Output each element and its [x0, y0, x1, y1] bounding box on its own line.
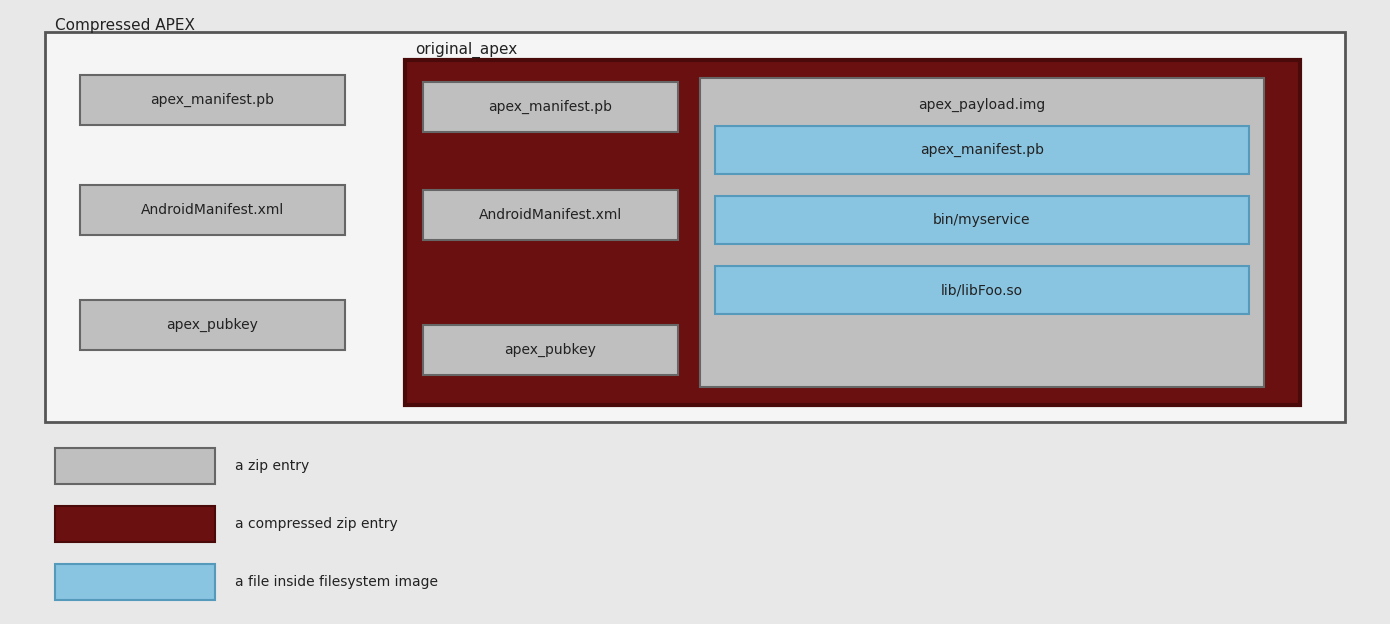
Bar [423, 325, 678, 375]
Text: AndroidManifest.xml: AndroidManifest.xml [480, 208, 623, 222]
Bar [423, 190, 678, 240]
Text: a zip entry: a zip entry [235, 459, 309, 473]
Bar [714, 266, 1250, 314]
Text: Compressed APEX: Compressed APEX [56, 18, 195, 33]
Bar [56, 564, 215, 600]
Bar [81, 75, 345, 125]
Text: apex_manifest.pb: apex_manifest.pb [488, 100, 613, 114]
Bar [714, 196, 1250, 244]
Bar [81, 185, 345, 235]
Text: apex_pubkey: apex_pubkey [505, 343, 596, 357]
Text: lib/libFoo.so: lib/libFoo.so [941, 283, 1023, 297]
Bar [44, 32, 1346, 422]
Bar [701, 78, 1264, 387]
Bar [714, 126, 1250, 174]
Text: bin/myservice: bin/myservice [933, 213, 1031, 227]
Text: apex_manifest.pb: apex_manifest.pb [150, 93, 274, 107]
Text: original_apex: original_apex [416, 42, 517, 58]
Bar [56, 448, 215, 484]
Bar [404, 60, 1300, 405]
Text: apex_pubkey: apex_pubkey [167, 318, 259, 332]
Bar [423, 82, 678, 132]
Text: a file inside filesystem image: a file inside filesystem image [235, 575, 438, 589]
Text: AndroidManifest.xml: AndroidManifest.xml [140, 203, 284, 217]
Text: apex_manifest.pb: apex_manifest.pb [920, 143, 1044, 157]
Text: apex_payload.img: apex_payload.img [919, 98, 1045, 112]
Text: a compressed zip entry: a compressed zip entry [235, 517, 398, 531]
Bar [56, 506, 215, 542]
Bar [81, 300, 345, 350]
